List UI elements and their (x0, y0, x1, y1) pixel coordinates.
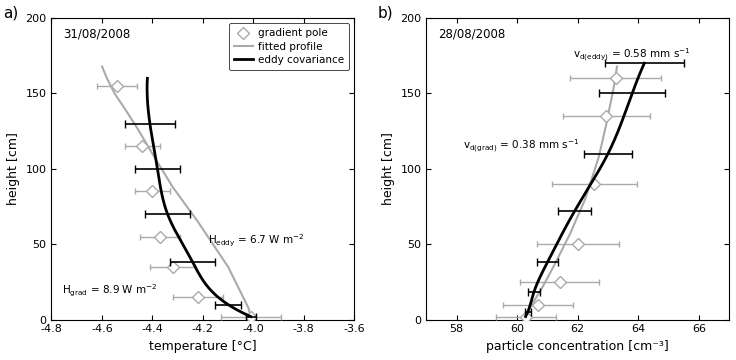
Text: a): a) (3, 6, 18, 21)
Legend: gradient pole, fitted profile, eddy covariance: gradient pole, fitted profile, eddy cova… (229, 23, 349, 70)
Y-axis label: height [cm]: height [cm] (7, 132, 20, 205)
Y-axis label: height [cm]: height [cm] (382, 132, 394, 205)
Text: b): b) (378, 6, 394, 21)
X-axis label: temperature [°C]: temperature [°C] (149, 340, 257, 353)
Text: H$_{\mathregular{grad}}$ = 8.9 W m$^{-2}$: H$_{\mathregular{grad}}$ = 8.9 W m$^{-2}… (62, 283, 158, 299)
Text: v$_{\mathregular{d(eddy)}}$ = 0.58 mm s$^{-1}$: v$_{\mathregular{d(eddy)}}$ = 0.58 mm s$… (573, 47, 690, 64)
Text: v$_{\mathregular{d(grad)}}$ = 0.38 mm s$^{-1}$: v$_{\mathregular{d(grad)}}$ = 0.38 mm s$… (463, 137, 579, 154)
Text: 28/08/2008: 28/08/2008 (439, 27, 506, 40)
Text: H$_{\mathregular{eddy}}$ = 6.7 W m$^{-2}$: H$_{\mathregular{eddy}}$ = 6.7 W m$^{-2}… (208, 233, 304, 249)
X-axis label: particle concentration [cm⁻³]: particle concentration [cm⁻³] (486, 340, 669, 353)
Text: 31/08/2008: 31/08/2008 (63, 27, 131, 40)
